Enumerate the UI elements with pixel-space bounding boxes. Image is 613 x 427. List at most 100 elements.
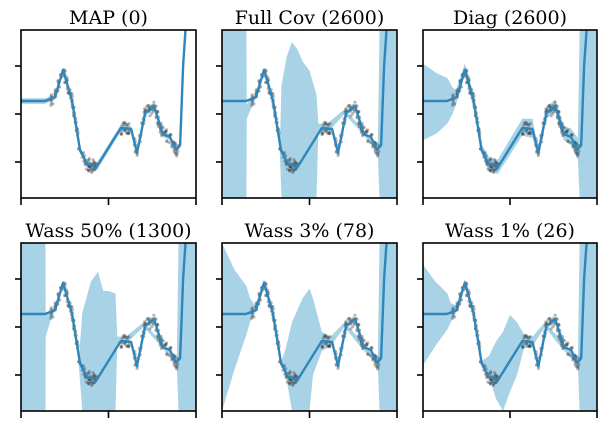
observation-point — [88, 167, 93, 171]
observation-point — [92, 162, 96, 166]
observation-point — [491, 170, 495, 174]
observation-point — [135, 366, 139, 370]
observation-point — [547, 316, 551, 320]
observation-point — [120, 336, 124, 340]
observation-point — [92, 160, 96, 164]
subplot-title: Wass 3% (78) — [245, 220, 375, 242]
observation-point — [320, 131, 324, 135]
observation-point — [451, 93, 455, 97]
observation-point — [370, 132, 374, 137]
observation-point — [324, 121, 328, 125]
observation-point — [288, 169, 292, 173]
observation-point — [169, 345, 173, 350]
observation-point — [376, 154, 380, 158]
uncertainty-band — [21, 243, 196, 411]
observation-point — [165, 352, 169, 356]
observation-point — [521, 132, 525, 137]
observation-point — [119, 132, 123, 137]
observation-point — [327, 132, 332, 136]
observation-point — [351, 324, 355, 329]
observation-point — [324, 342, 328, 346]
observation-point — [548, 317, 552, 321]
observation-point — [566, 352, 570, 356]
observation-point — [174, 151, 178, 155]
observation-point — [521, 345, 525, 350]
observation-point — [570, 345, 574, 350]
observation-point — [326, 123, 330, 127]
observation-point — [336, 153, 340, 157]
observation-point — [152, 100, 156, 104]
observation-point — [528, 131, 533, 135]
observation-point — [366, 140, 370, 144]
plot-area — [222, 30, 397, 198]
observation-point — [126, 132, 131, 136]
observation-point — [125, 335, 129, 339]
observation-point — [123, 334, 127, 338]
observation-point — [364, 342, 368, 346]
observation-point — [524, 333, 528, 337]
subplot-title: Wass 50% (1300) — [25, 220, 191, 242]
observation-point — [486, 167, 490, 171]
observation-point — [488, 168, 492, 172]
observation-point — [151, 108, 155, 112]
subplot-1: Full Cov (2600) — [216, 7, 398, 205]
observation-point — [175, 365, 179, 369]
observation-point — [327, 344, 331, 348]
observation-point — [492, 158, 497, 162]
observation-point — [493, 381, 498, 385]
observation-point — [370, 345, 374, 350]
plot-area — [21, 30, 187, 174]
observation-point — [351, 111, 355, 116]
observation-point — [574, 365, 579, 369]
observation-point — [526, 122, 531, 126]
observation-point — [374, 152, 378, 156]
observation-point — [321, 336, 325, 340]
observation-point — [521, 345, 525, 349]
observation-point — [250, 101, 254, 105]
observation-point — [349, 327, 353, 331]
observation-point — [544, 107, 548, 111]
observation-point — [521, 344, 525, 348]
observation-point — [528, 345, 532, 349]
observation-point — [488, 168, 492, 172]
observation-point — [252, 102, 256, 106]
observation-point — [289, 380, 294, 384]
observation-point — [565, 343, 569, 347]
observation-point — [324, 334, 328, 338]
observation-point — [175, 152, 179, 156]
observation-point — [489, 156, 493, 161]
observation-point — [344, 107, 348, 111]
observation-point — [123, 122, 127, 126]
observation-point — [328, 335, 332, 339]
observation-point — [173, 152, 177, 156]
observation-point — [123, 120, 127, 124]
observation-point — [49, 93, 54, 97]
mean-line — [222, 30, 388, 169]
plot-area — [423, 30, 597, 198]
observation-point — [527, 131, 531, 135]
observation-point — [164, 130, 168, 134]
observation-point — [145, 317, 149, 322]
observation-point — [571, 145, 575, 149]
observation-point — [324, 122, 328, 126]
observation-point — [573, 150, 577, 154]
observation-point — [288, 381, 292, 385]
observation-point — [371, 145, 375, 149]
observation-point — [528, 344, 532, 348]
observation-point — [92, 373, 96, 377]
observation-point — [146, 103, 150, 107]
observation-point — [86, 381, 90, 385]
observation-point — [293, 381, 297, 385]
observation-point — [552, 321, 556, 325]
subplot-0: MAP (0) — [15, 7, 197, 205]
observation-point — [123, 335, 127, 339]
mean-line — [21, 30, 187, 169]
observation-point — [366, 128, 370, 132]
observation-point — [250, 93, 254, 97]
uncertainty-band — [423, 243, 597, 411]
observation-point — [344, 320, 348, 324]
observation-point — [524, 129, 529, 133]
observation-point — [49, 101, 53, 105]
observation-point — [165, 128, 169, 132]
observation-point — [119, 344, 123, 348]
